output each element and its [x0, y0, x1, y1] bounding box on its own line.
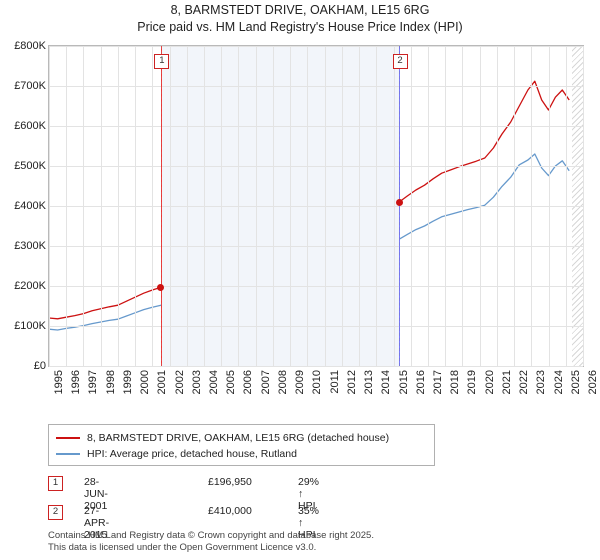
x-tick-label: 2020	[483, 370, 496, 395]
x-tick-label: 2016	[414, 370, 427, 395]
x-tick-label: 2004	[208, 370, 221, 395]
x-tick-label: 1998	[104, 370, 117, 395]
x-tick-label: 2001	[156, 370, 169, 395]
sale-marker-box-2: 2	[392, 54, 408, 69]
x-tick-label: 2013	[363, 370, 376, 395]
x-tick-label: 2025	[569, 370, 582, 395]
x-tick-label: 2015	[397, 370, 410, 395]
x-tick-label: 2019	[466, 370, 479, 395]
x-tick-label: 2012	[345, 370, 358, 395]
x-tick-label: 2010	[311, 370, 324, 395]
sale-hpi-2: 35% ↑ HPI	[298, 505, 320, 541]
x-tick-label: 2018	[449, 370, 462, 395]
legend-entry-hpi: HPI: Average price, detached house, Rutl…	[56, 446, 427, 462]
legend-swatch-property	[56, 437, 80, 439]
x-tick-label: 2005	[225, 370, 238, 395]
sale-marker-box-1: 1	[154, 54, 170, 69]
footer-line-2: This data is licensed under the Open Gov…	[48, 541, 317, 553]
x-tick-label: 2003	[190, 370, 203, 395]
sale-date-2: 27-APR-2015	[84, 505, 110, 541]
x-tick-label: 2024	[552, 370, 565, 395]
x-tick-label: 2007	[259, 370, 272, 395]
sale-marker-number-1: 1	[48, 476, 63, 491]
x-tick-label: 2002	[173, 370, 186, 395]
sale-point-1	[157, 283, 165, 291]
chart-legend: 8, BARMSTEDT DRIVE, OAKHAM, LE15 6RG (de…	[48, 424, 435, 466]
page-title: 8, BARMSTEDT DRIVE, OAKHAM, LE15 6RG	[170, 3, 430, 17]
x-tick-label: 2023	[535, 370, 548, 395]
footer-line-1: Contains HM Land Registry data © Crown c…	[48, 530, 374, 541]
legend-entry-property: 8, BARMSTEDT DRIVE, OAKHAM, LE15 6RG (de…	[56, 430, 427, 446]
footer-attribution: Contains HM Land Registry data © Crown c…	[48, 530, 588, 553]
sale-point-2	[395, 198, 403, 206]
x-tick-label: 2022	[518, 370, 531, 395]
y-tick-label: £800K	[14, 40, 46, 52]
sale-date-1: 28-JUN-2001	[84, 476, 108, 512]
x-tick-label: 2026	[587, 370, 599, 395]
x-tick-label: 2009	[294, 370, 307, 395]
sale-marker-line-1	[160, 46, 162, 366]
chart-title-block: 8, BARMSTEDT DRIVE, OAKHAM, LE15 6RG Pri…	[0, 2, 600, 36]
y-tick-label: £0	[33, 360, 46, 372]
x-tick-label: 2011	[328, 370, 341, 394]
y-tick-label: £700K	[14, 80, 46, 92]
y-tick-label: £200K	[14, 280, 46, 292]
sale-price-2: £410,000	[208, 505, 252, 517]
y-tick-label: £400K	[14, 200, 46, 212]
x-tick-label: 2006	[242, 370, 255, 395]
x-tick-label: 1997	[87, 370, 100, 395]
x-tick-label: 2017	[431, 370, 444, 395]
x-tick-label: 1996	[70, 370, 83, 395]
y-tick-label: £300K	[14, 240, 46, 252]
legend-swatch-hpi	[56, 453, 80, 455]
x-tick-label: 1995	[53, 370, 65, 395]
sale-marker-number-2: 2	[48, 505, 63, 520]
page-subtitle: Price paid vs. HM Land Registry's House …	[137, 20, 463, 34]
y-tick-label: £100K	[14, 320, 46, 332]
x-tick-label: 2021	[500, 370, 513, 395]
sale-price-1: £196,950	[208, 476, 252, 488]
legend-label-property: 8, BARMSTEDT DRIVE, OAKHAM, LE15 6RG (de…	[87, 432, 390, 444]
x-tick-label: 2000	[139, 370, 152, 395]
x-tick-label: 2008	[276, 370, 289, 395]
x-tick-label: 1999	[121, 370, 134, 395]
sale-hpi-1: 29% ↑ HPI	[298, 476, 320, 512]
y-tick-label: £600K	[14, 120, 46, 132]
legend-label-hpi: HPI: Average price, detached house, Rutl…	[87, 448, 297, 460]
x-tick-label: 2014	[380, 370, 393, 395]
sale-marker-line-2	[399, 46, 401, 366]
y-tick-label: £500K	[14, 160, 46, 172]
